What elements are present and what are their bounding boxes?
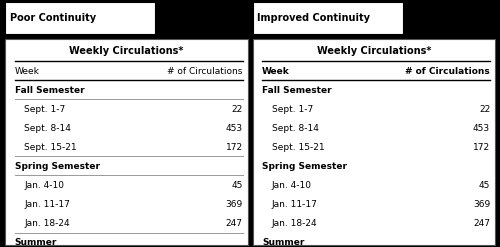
Text: Spring Semester: Spring Semester	[14, 162, 100, 171]
Text: Sept. 8-14: Sept. 8-14	[272, 124, 319, 133]
Text: 172: 172	[473, 143, 490, 152]
Text: 453: 453	[473, 124, 490, 133]
FancyBboxPatch shape	[5, 39, 248, 245]
Text: Week: Week	[14, 67, 40, 76]
Text: Weekly Circulations*: Weekly Circulations*	[316, 46, 431, 56]
Text: Jan. 18-24: Jan. 18-24	[272, 219, 318, 228]
Text: Poor Continuity: Poor Continuity	[10, 13, 96, 23]
Text: Improved Continuity: Improved Continuity	[258, 13, 370, 23]
Text: 45: 45	[479, 181, 490, 190]
Text: Sept. 15-21: Sept. 15-21	[24, 143, 77, 152]
Text: Sept. 1-7: Sept. 1-7	[24, 105, 66, 114]
Text: Jan. 4-10: Jan. 4-10	[24, 181, 64, 190]
Text: Week: Week	[262, 67, 290, 76]
Text: Summer: Summer	[14, 238, 57, 247]
Text: Sept. 15-21: Sept. 15-21	[272, 143, 324, 152]
Text: Spring Semester: Spring Semester	[262, 162, 347, 171]
Text: # of Circulations: # of Circulations	[406, 67, 490, 76]
FancyBboxPatch shape	[5, 2, 156, 34]
FancyBboxPatch shape	[252, 39, 495, 245]
Text: Sept. 1-7: Sept. 1-7	[272, 105, 313, 114]
Text: Fall Semester: Fall Semester	[262, 86, 332, 95]
Text: Jan. 11-17: Jan. 11-17	[24, 200, 70, 209]
Text: # of Circulations: # of Circulations	[168, 67, 242, 76]
Text: Weekly Circulations*: Weekly Circulations*	[69, 46, 184, 56]
Text: 369: 369	[473, 200, 490, 209]
Text: 45: 45	[232, 181, 242, 190]
Text: 22: 22	[479, 105, 490, 114]
Text: Sept. 8-14: Sept. 8-14	[24, 124, 72, 133]
Text: 22: 22	[232, 105, 242, 114]
Text: Summer: Summer	[262, 238, 304, 247]
FancyBboxPatch shape	[252, 2, 403, 34]
Text: 369: 369	[226, 200, 242, 209]
Text: Jan. 4-10: Jan. 4-10	[272, 181, 312, 190]
Text: Fall Semester: Fall Semester	[14, 86, 84, 95]
Text: 247: 247	[473, 219, 490, 228]
Text: Jan. 18-24: Jan. 18-24	[24, 219, 70, 228]
Text: 453: 453	[226, 124, 242, 133]
Text: 247: 247	[226, 219, 242, 228]
Text: Jan. 11-17: Jan. 11-17	[272, 200, 318, 209]
Text: 172: 172	[226, 143, 242, 152]
